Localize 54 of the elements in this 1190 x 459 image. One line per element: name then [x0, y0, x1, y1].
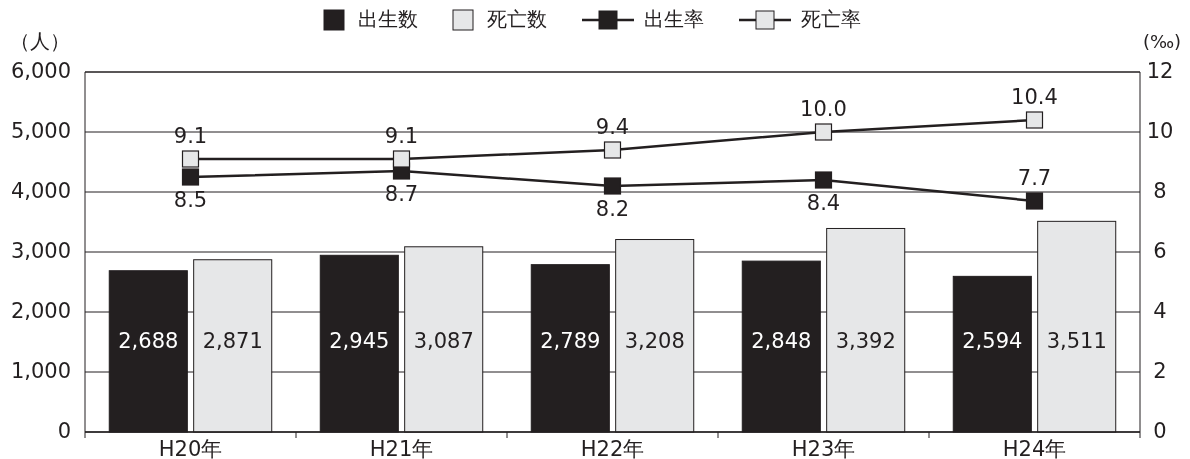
y-tick-label: 4,000	[10, 179, 71, 203]
y-tick-label: 3,000	[10, 239, 71, 263]
data-label: 2,945	[329, 329, 390, 353]
data-label: 8.5	[173, 188, 208, 212]
y2-axis-title: (‰)	[1142, 31, 1182, 52]
y2-tick-label: 8	[1153, 179, 1167, 203]
data-label: 3,511	[1046, 329, 1107, 353]
point	[603, 177, 622, 195]
legend-label: 出生率	[644, 6, 704, 31]
point	[603, 141, 622, 159]
x-tick-label: H22年	[580, 437, 645, 459]
data-label: 2,789	[540, 329, 601, 353]
data-label: 2,848	[751, 329, 812, 353]
y2-tick-label: 12	[1146, 59, 1174, 83]
point	[814, 123, 833, 141]
y2-tick-label: 0	[1153, 419, 1167, 443]
legend-label: 死亡率	[801, 6, 861, 31]
data-label: 9.1	[173, 124, 208, 148]
data-label: 2,688	[118, 329, 179, 353]
legend-label: 死亡数	[487, 6, 547, 31]
point	[1025, 192, 1044, 210]
legend-label: 出生数	[358, 6, 418, 31]
data-label: 9.4	[595, 115, 630, 139]
point	[181, 168, 200, 186]
y2-tick-label: 10	[1146, 119, 1174, 143]
y-tick-label: 2,000	[10, 299, 71, 323]
point	[814, 171, 833, 189]
x-tick-label: H24年	[1002, 437, 1067, 459]
data-label: 2,594	[962, 329, 1023, 353]
y2-tick-label: 4	[1153, 299, 1167, 323]
data-label: 8.7	[384, 182, 419, 206]
y-axis-title: （人）	[10, 29, 70, 53]
point	[1025, 111, 1044, 129]
data-label: 10.0	[800, 97, 847, 121]
data-label: 9.1	[384, 124, 419, 148]
y-tick-label: 1,000	[10, 359, 71, 383]
data-label: 7.7	[1017, 166, 1052, 190]
data-label: 3,392	[835, 329, 896, 353]
x-tick-label: H23年	[791, 437, 856, 459]
x-tick-label: H20年	[158, 437, 223, 459]
point	[181, 150, 200, 168]
x-tick-label: H21年	[369, 437, 434, 459]
y2-tick-label: 2	[1153, 359, 1167, 383]
data-label: 3,087	[413, 329, 474, 353]
data-label: 2,871	[202, 329, 263, 353]
y-tick-label: 5,000	[10, 119, 71, 143]
data-label: 3,208	[624, 329, 685, 353]
y-tick-label: 6,000	[10, 59, 71, 83]
y2-tick-label: 6	[1153, 239, 1167, 263]
data-label: 10.4	[1011, 85, 1058, 109]
data-label: 8.2	[595, 197, 630, 221]
data-label: 8.4	[806, 191, 841, 215]
y-tick-label: 0	[57, 419, 71, 443]
point	[392, 150, 411, 168]
